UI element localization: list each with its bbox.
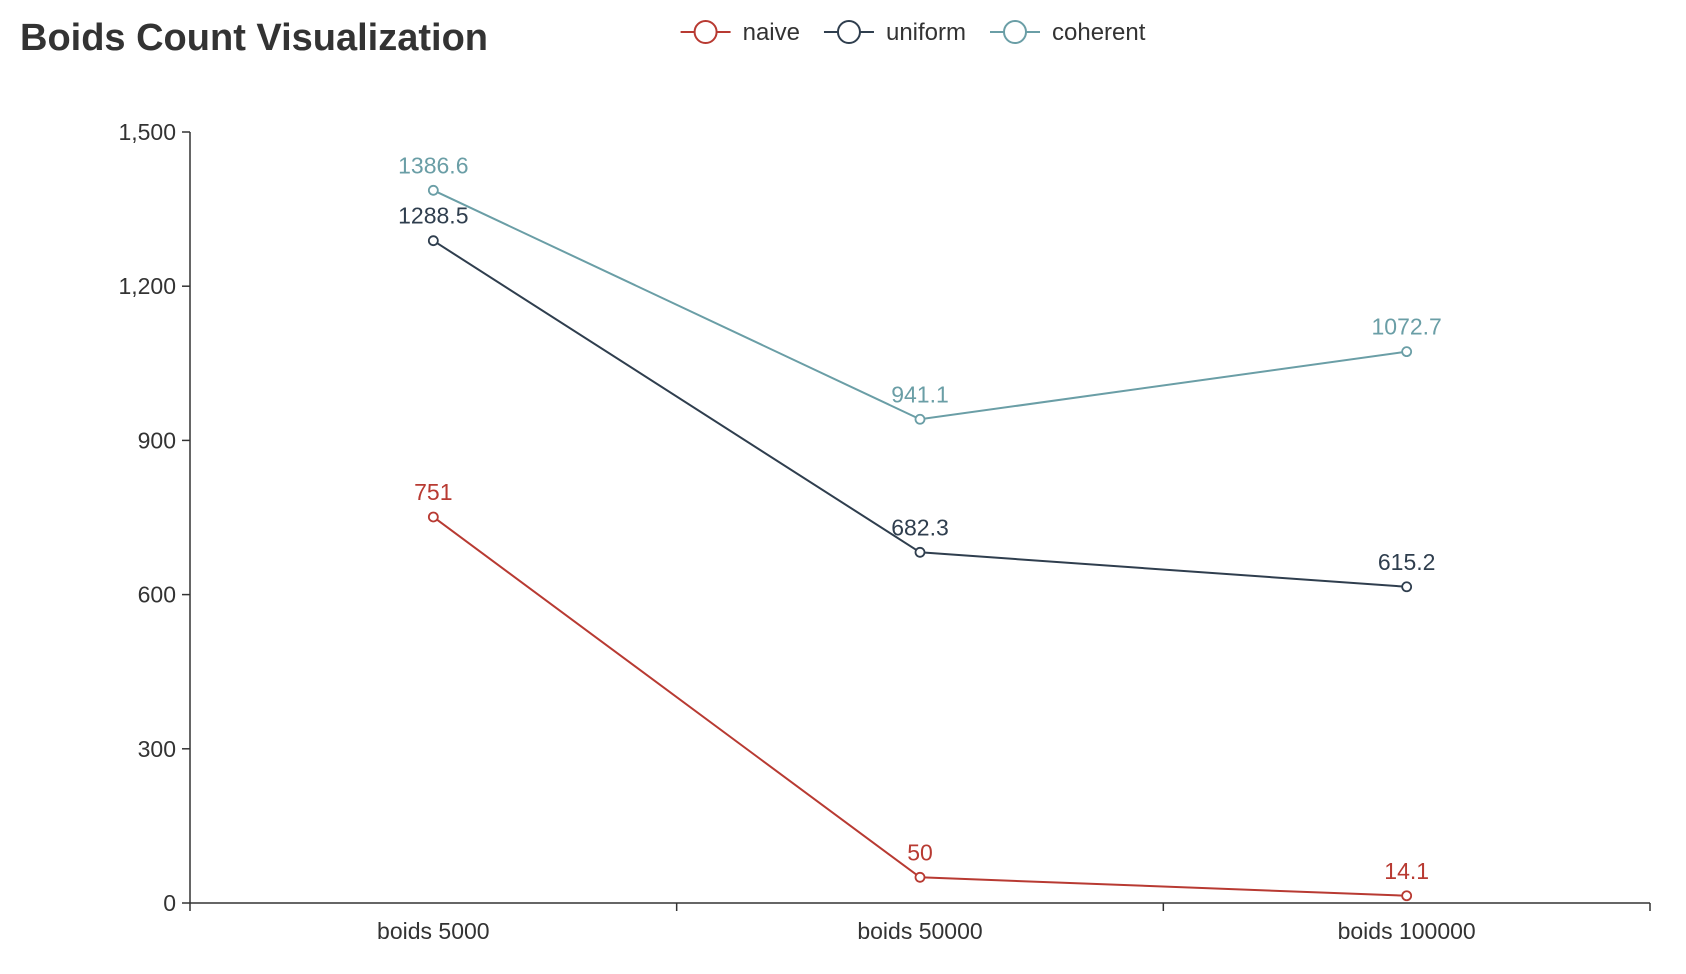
x-tick-label: boids 5000 — [377, 918, 490, 944]
data-point-coherent[interactable] — [427, 184, 439, 196]
legend-marker-icon — [693, 20, 718, 44]
data-point-uniform[interactable] — [427, 235, 439, 247]
x-tick-label: boids 50000 — [857, 918, 982, 944]
y-tick-label: 900 — [138, 427, 176, 453]
series-coherent: 1386.6 941.1 1072.7 — [398, 152, 1442, 425]
y-tick-label: 0 — [163, 890, 176, 916]
data-point-coherent[interactable] — [1401, 346, 1413, 358]
y-tick-label: 300 — [138, 736, 176, 762]
legend-label: naive — [743, 19, 800, 46]
legend-label: coherent — [1052, 19, 1146, 46]
y-tick-label: 1,200 — [118, 273, 176, 299]
legend-item-coherent[interactable]: coherent — [990, 19, 1146, 46]
y-tick-label: 1,500 — [118, 119, 176, 145]
data-label-naive: 751 — [414, 479, 452, 505]
data-point-naive[interactable] — [914, 871, 926, 883]
legend-marker-icon — [1003, 20, 1027, 44]
data-point-uniform[interactable] — [914, 546, 926, 558]
x-tick-label: boids 100000 — [1338, 918, 1476, 944]
data-label-coherent: 1386.6 — [398, 152, 468, 178]
data-label-naive: 50 — [907, 839, 933, 865]
legend-item-naive[interactable]: naive — [680, 19, 800, 46]
chart-title: Boids Count Visualization — [20, 17, 488, 59]
data-label-uniform: 1288.5 — [398, 203, 468, 229]
y-tick-label: 600 — [138, 582, 176, 608]
series-naive: 751 50 14.1 — [414, 479, 1429, 902]
axes: 0 300 600 900 1,200 1,500 boids 5000 boids 5000… — [118, 119, 1651, 944]
plot-area: 751 50 14.1 1288.5 682.3 615.2 1386.6 941.1 1072… — [398, 152, 1442, 902]
data-point-naive[interactable] — [427, 511, 439, 523]
data-label-uniform: 682.3 — [891, 514, 949, 540]
data-point-uniform[interactable] — [1401, 581, 1413, 593]
legend-item-uniform[interactable]: uniform — [823, 19, 966, 46]
legend: naive uniform coherent — [680, 19, 1146, 46]
data-label-coherent: 1072.7 — [1371, 314, 1441, 340]
data-label-coherent: 941.1 — [891, 381, 949, 407]
legend-label: uniform — [886, 19, 966, 46]
data-label-uniform: 615.2 — [1378, 549, 1436, 575]
legend-marker-icon — [836, 20, 861, 44]
data-point-naive[interactable] — [1401, 890, 1413, 902]
series-uniform: 1288.5 682.3 615.2 — [398, 203, 1436, 593]
data-point-coherent[interactable] — [914, 413, 926, 425]
data-label-naive: 14.1 — [1384, 858, 1429, 884]
